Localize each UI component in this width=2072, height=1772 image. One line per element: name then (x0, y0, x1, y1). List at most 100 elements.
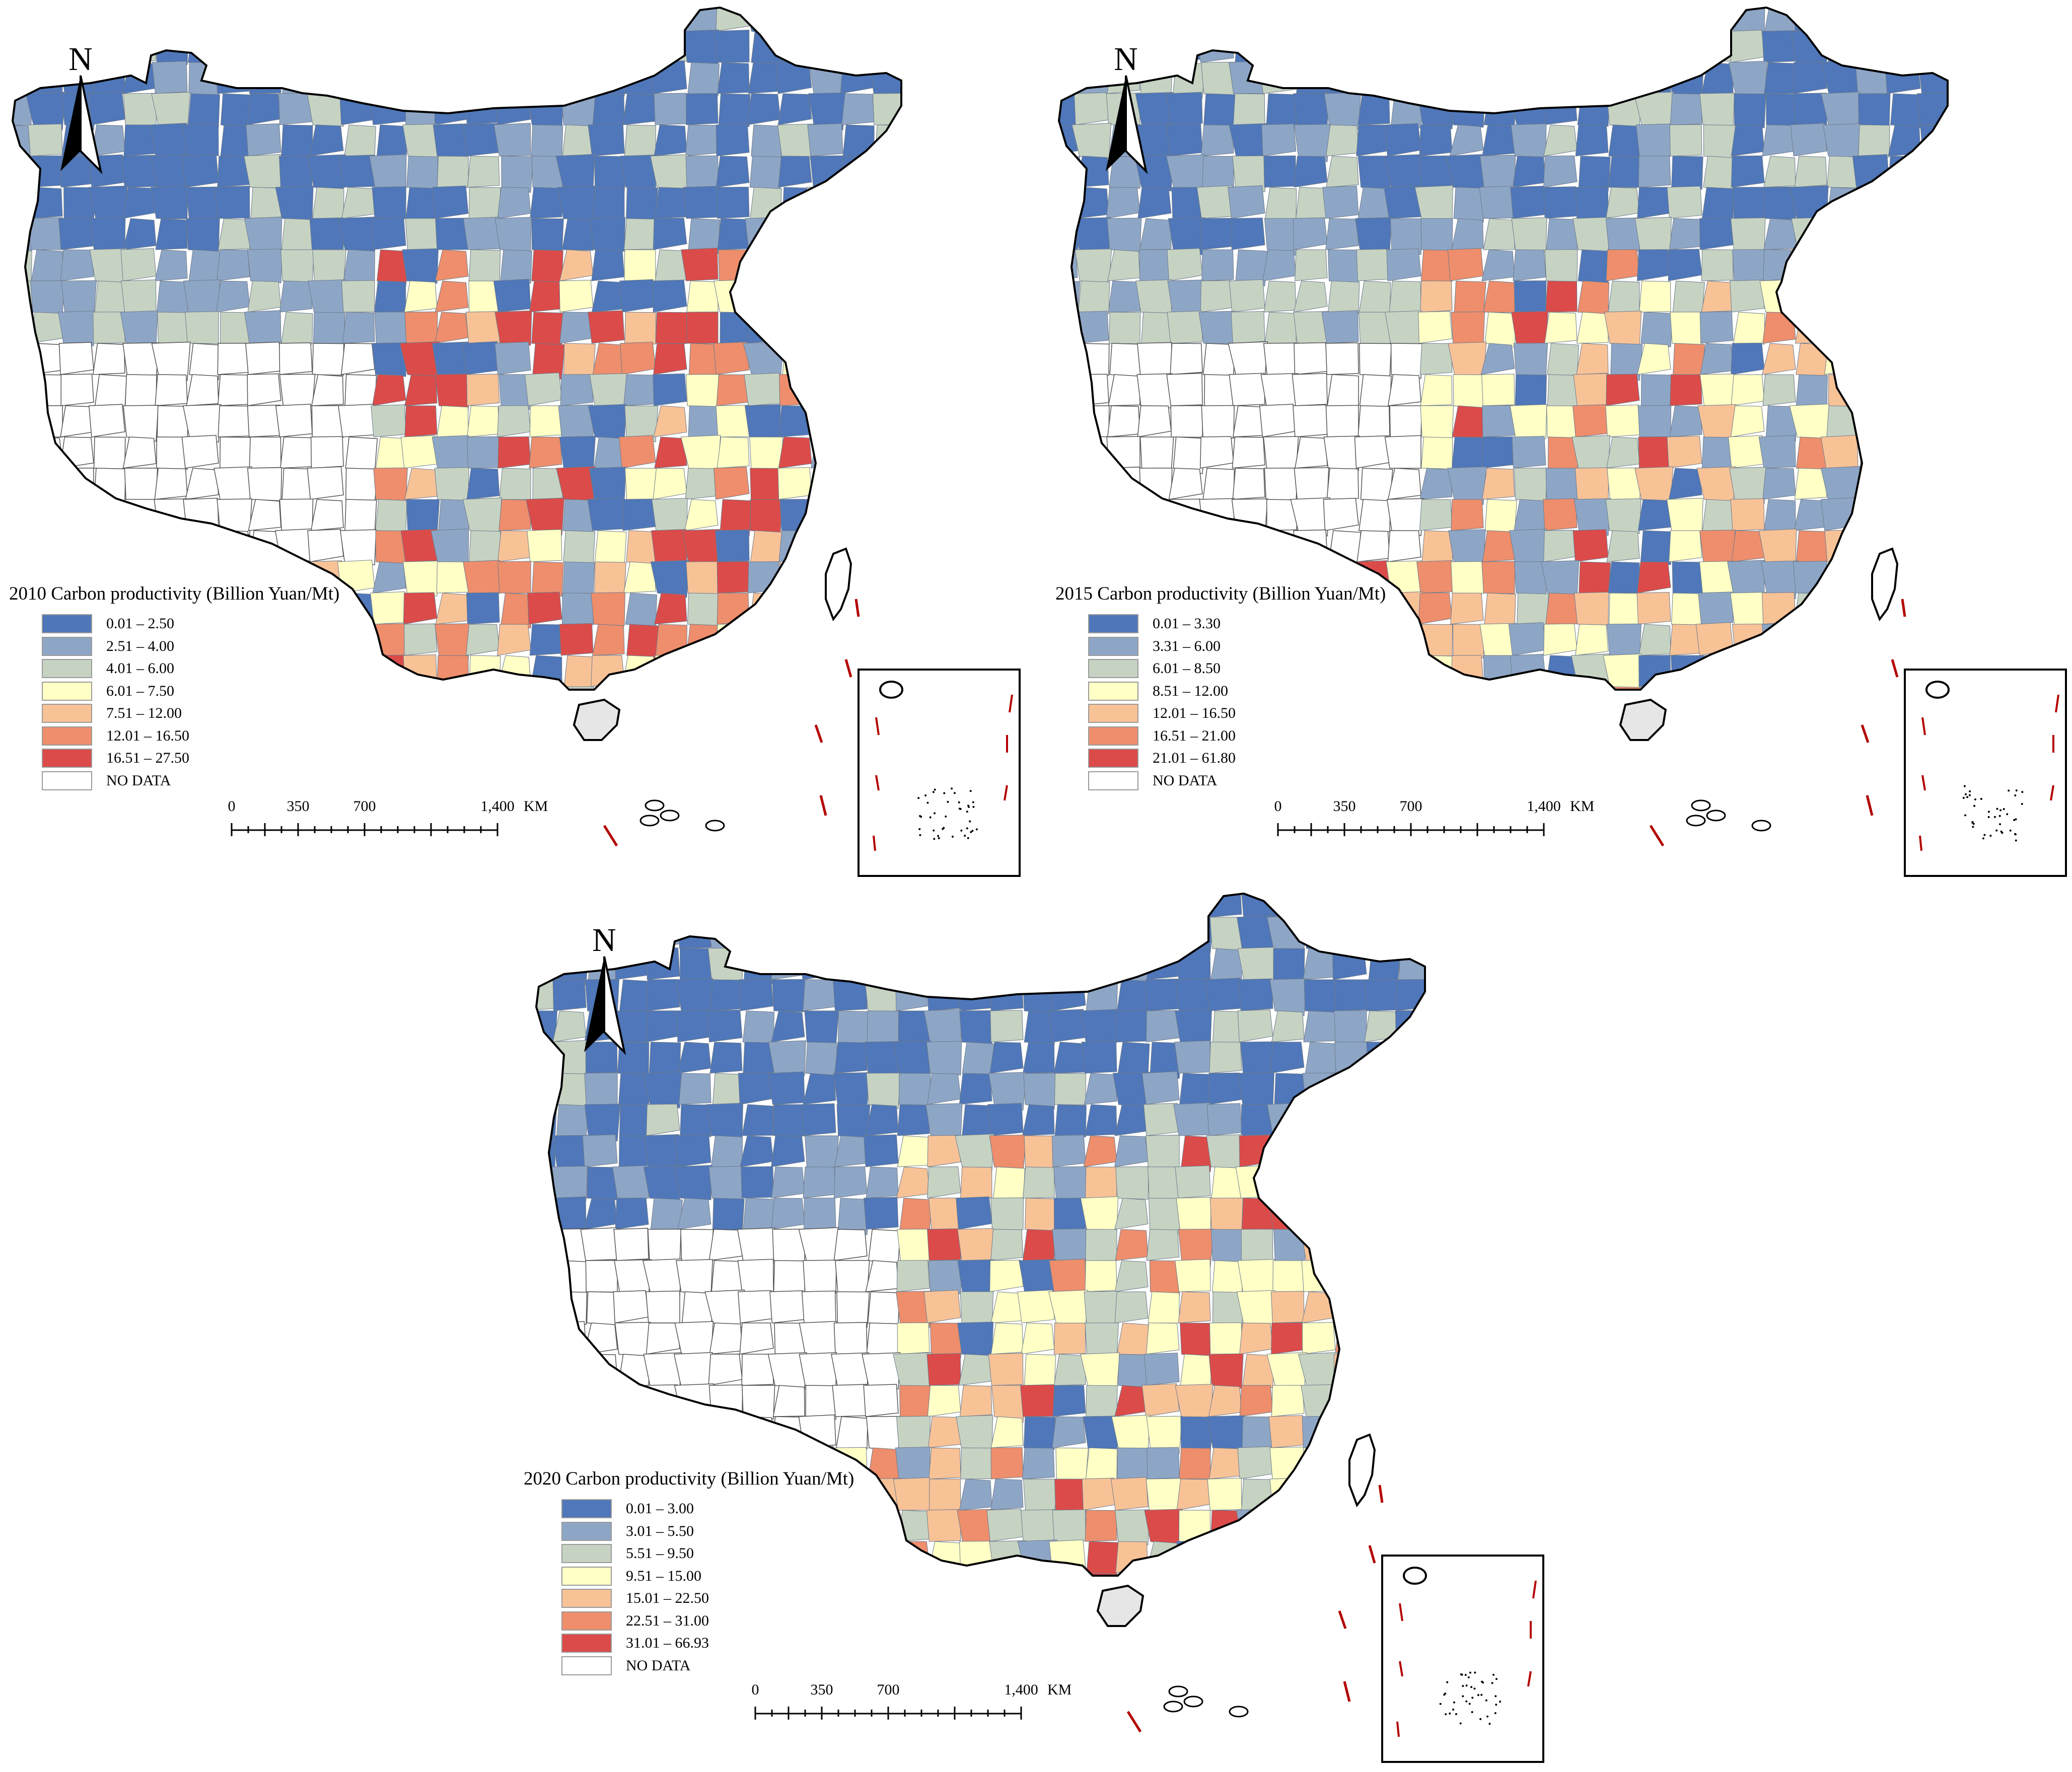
region-cell (1605, 498, 1641, 534)
region-cell (875, 218, 901, 253)
region-cell (1117, 1447, 1149, 1480)
region-cell (1484, 312, 1517, 347)
region-cell (1430, 1011, 1461, 1044)
region-cell (120, 310, 158, 347)
region-cell (1331, 1384, 1368, 1419)
region-cell (1294, 467, 1329, 503)
region-cell (1359, 343, 1392, 379)
region-cell (1386, 248, 1421, 281)
region-cell (1181, 1135, 1213, 1172)
region-cell (61, 468, 94, 500)
region-cell (1731, 374, 1765, 406)
region-cell (405, 8, 438, 32)
region-cell (904, 280, 937, 312)
region-cell (501, 62, 534, 99)
region-cell (372, 561, 406, 594)
region-cell (958, 1354, 992, 1386)
region-cell (29, 343, 63, 375)
region-cell (593, 187, 625, 219)
region-cell (1887, 8, 1921, 32)
region-cell (842, 218, 875, 251)
region-cell (1484, 593, 1516, 627)
region-cell (1431, 1354, 1463, 1390)
region-cell (1483, 218, 1515, 250)
region-cell (841, 93, 875, 125)
region-cell (1290, 497, 1331, 537)
region-cell (988, 1353, 1024, 1386)
region-cell (1304, 1104, 1337, 1138)
region-cell (1425, 1135, 1463, 1172)
region-cell (873, 342, 901, 377)
region-cell (561, 593, 594, 625)
region-cell (280, 249, 315, 285)
region-cell (626, 187, 659, 224)
region-cell (1059, 468, 1078, 500)
region-cell (1024, 1354, 1056, 1389)
region-cell (469, 187, 501, 221)
region-cell (1264, 655, 1299, 690)
region-cell (902, 623, 939, 659)
region-cell (1232, 624, 1265, 656)
region-cell (344, 124, 376, 159)
region-cell (1450, 686, 1484, 690)
region-cell (1669, 405, 1702, 437)
region-cell (1545, 593, 1578, 625)
region-cell (989, 1042, 1024, 1074)
region-cell (772, 1385, 805, 1417)
region-cell (154, 468, 188, 500)
region-cell (404, 374, 438, 406)
region-cell (622, 30, 658, 67)
region-cell (899, 559, 901, 599)
region-cell (1429, 1198, 1460, 1230)
region-cell (1758, 435, 1796, 469)
region-cell (1175, 978, 1211, 1011)
legend-label: 21.01 – 61.80 (1153, 750, 1236, 766)
region-cell (625, 593, 658, 627)
region-cell (864, 1134, 899, 1167)
region-cell (745, 623, 784, 662)
region-cell (771, 1166, 805, 1199)
region-cell (1393, 1196, 1425, 1230)
region-cell (1209, 1042, 1242, 1074)
region-cell (650, 154, 689, 191)
region-cell (1888, 156, 1921, 188)
region-cell (1391, 624, 1423, 659)
region-cell (744, 404, 781, 437)
china-map-2015 (1057, 6, 2067, 877)
region-cell (1108, 280, 1140, 313)
region-cell (1270, 1572, 1305, 1576)
region-cell (1076, 467, 1110, 500)
region-cell (94, 468, 126, 501)
region-cell (531, 124, 563, 158)
region-cell (1302, 1072, 1338, 1109)
region-cell (536, 1571, 557, 1576)
region-cell (563, 343, 596, 380)
region-cell (1671, 156, 1703, 190)
region-cell (1608, 280, 1640, 313)
region-cell (685, 155, 719, 188)
region-cell (1420, 280, 1453, 313)
legend-swatch (561, 1566, 612, 1586)
region-cell (401, 685, 438, 690)
region-cell (1229, 373, 1265, 406)
region-cell (718, 249, 751, 284)
region-cell (1139, 218, 1172, 250)
region-cell (1200, 8, 1234, 32)
region-cell (1367, 1260, 1400, 1295)
region-cell (1240, 1041, 1275, 1077)
region-cell (1762, 468, 1796, 500)
region-cell (1228, 185, 1265, 219)
region-cell (217, 249, 250, 281)
region-cell (650, 685, 689, 690)
region-cell (437, 62, 469, 95)
region-cell (866, 1073, 901, 1110)
region-cell (927, 1416, 961, 1448)
region-cell (1573, 217, 1610, 253)
region-cell (337, 559, 375, 594)
region-cell (526, 685, 563, 690)
region-cell (1354, 623, 1390, 656)
legend-swatch (561, 1499, 612, 1518)
region-cell (1701, 62, 1734, 94)
region-cell (536, 917, 555, 949)
region-cell (1860, 436, 1892, 474)
